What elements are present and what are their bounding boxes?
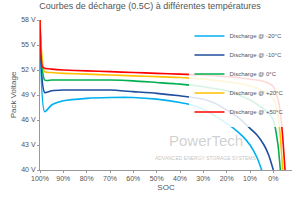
svg-text:90%: 90% [56,175,70,182]
svg-text:Courbes de décharge (0.5C) à d: Courbes de décharge (0.5C) à différentes… [39,1,261,11]
svg-text:46 V: 46 V [21,116,36,123]
svg-text:80%: 80% [80,175,94,182]
svg-text:ADVANCED ENERGY STORAGE SYSTEM: ADVANCED ENERGY STORAGE SYSTEMS [155,155,257,161]
svg-text:PowerTech: PowerTech [169,132,243,149]
svg-text:60%: 60% [126,175,140,182]
svg-text:50%: 50% [150,175,164,182]
svg-text:20%: 20% [220,175,234,182]
svg-text:Pack Voltage: Pack Voltage [9,71,18,118]
svg-text:Discharge @ -10°C: Discharge @ -10°C [229,52,282,58]
svg-text:30%: 30% [196,175,210,182]
svg-text:Discharge @ +20°C: Discharge @ +20°C [229,90,283,96]
svg-text:100%: 100% [31,175,49,182]
svg-text:Discharge @ 0°C: Discharge @ 0°C [229,71,276,77]
svg-text:10%: 10% [243,175,257,182]
svg-text:Discharge @ -20°C: Discharge @ -20°C [229,33,282,39]
svg-text:70%: 70% [103,175,117,182]
svg-text:40%: 40% [173,175,187,182]
svg-text:0%: 0% [268,175,278,182]
svg-text:40 V: 40 V [21,166,36,173]
svg-text:43 V: 43 V [21,141,36,148]
svg-text:Discharge @ +50°C: Discharge @ +50°C [229,109,283,115]
svg-text:SOC: SOC [157,183,175,192]
svg-text:55 V: 55 V [21,41,36,48]
svg-text:52 V: 52 V [21,66,36,73]
svg-text:58 V: 58 V [21,16,36,23]
svg-text:49 V: 49 V [21,91,36,98]
